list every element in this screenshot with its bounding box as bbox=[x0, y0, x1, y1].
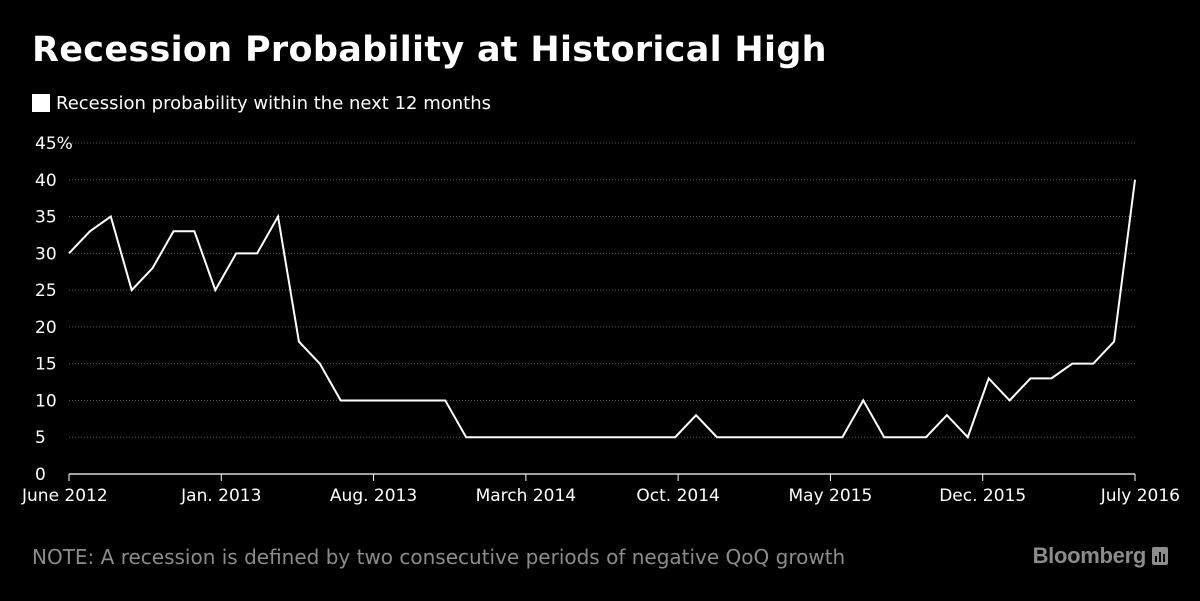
data-point bbox=[1113, 341, 1115, 343]
data-point bbox=[1050, 377, 1052, 379]
y-tick-label: 25 bbox=[35, 281, 57, 301]
data-point bbox=[653, 436, 655, 438]
data-point bbox=[904, 436, 906, 438]
data-point bbox=[1009, 399, 1011, 401]
y-tick-label: 15 bbox=[35, 355, 57, 375]
data-point bbox=[820, 436, 822, 438]
data-point bbox=[110, 216, 112, 218]
data-point bbox=[361, 399, 363, 401]
data-point bbox=[152, 267, 154, 269]
data-point bbox=[967, 436, 969, 438]
data-point bbox=[486, 436, 488, 438]
data-point bbox=[591, 436, 593, 438]
data-point bbox=[841, 436, 843, 438]
data-point bbox=[695, 414, 697, 416]
data-point bbox=[925, 436, 927, 438]
data-point bbox=[235, 252, 237, 254]
data-point bbox=[423, 399, 425, 401]
series-line-recession-probability bbox=[68, 179, 1136, 440]
y-tick-label: 35 bbox=[35, 208, 57, 228]
data-point bbox=[382, 399, 384, 401]
data-point bbox=[737, 436, 739, 438]
data-point bbox=[674, 436, 676, 438]
data-point bbox=[1092, 363, 1094, 365]
data-point bbox=[89, 230, 91, 232]
x-tick-label: Aug. 2013 bbox=[330, 486, 417, 506]
data-point bbox=[1071, 363, 1073, 365]
data-point bbox=[716, 436, 718, 438]
bar-chart-icon bbox=[1152, 547, 1168, 565]
x-tick-label: Jan. 2013 bbox=[180, 486, 261, 506]
legend-swatch bbox=[32, 94, 50, 112]
y-tick-label: 45% bbox=[35, 134, 73, 154]
data-point bbox=[779, 436, 781, 438]
gridlines bbox=[69, 142, 1135, 438]
x-axis bbox=[68, 473, 1136, 481]
data-point bbox=[465, 436, 467, 438]
x-tick-label: March 2014 bbox=[476, 486, 577, 506]
data-point bbox=[193, 230, 195, 232]
footnote: NOTE: A recession is defined by two cons… bbox=[32, 545, 846, 569]
series-layer bbox=[68, 179, 1136, 440]
data-point bbox=[277, 216, 279, 218]
y-tick-label: 5 bbox=[35, 428, 46, 448]
x-axis-labels: June 2012 Jan. 2013 Aug. 2013 March 2014 Oct… bbox=[21, 486, 1180, 506]
x-tick-label: May 2015 bbox=[789, 486, 873, 506]
data-point bbox=[988, 377, 990, 379]
data-point bbox=[214, 289, 216, 291]
data-point bbox=[1029, 377, 1031, 379]
data-point bbox=[611, 436, 613, 438]
brand-logo: Bloomberg bbox=[1033, 543, 1168, 569]
x-tick-label: July 2016 bbox=[1100, 486, 1180, 506]
data-point bbox=[758, 436, 760, 438]
data-point bbox=[800, 436, 802, 438]
data-point bbox=[883, 436, 885, 438]
data-point bbox=[319, 363, 321, 365]
data-point bbox=[946, 414, 948, 416]
data-point bbox=[632, 436, 634, 438]
data-point bbox=[256, 252, 258, 254]
data-point bbox=[131, 289, 133, 291]
data-point bbox=[528, 436, 530, 438]
data-point bbox=[570, 436, 572, 438]
y-tick-label: 0 bbox=[35, 465, 46, 485]
x-tick-label: Oct. 2014 bbox=[636, 486, 719, 506]
data-point bbox=[68, 252, 70, 254]
data-point bbox=[1134, 179, 1136, 181]
y-tick-label: 10 bbox=[35, 391, 57, 411]
chart-title: Recession Probability at Historical High bbox=[32, 30, 827, 70]
x-tick-label: June 2012 bbox=[21, 486, 108, 506]
legend: Recession probability within the next 12… bbox=[32, 91, 491, 115]
data-point bbox=[173, 230, 175, 232]
data-point bbox=[444, 399, 446, 401]
x-tick-label: Dec. 2015 bbox=[939, 486, 1026, 506]
data-point bbox=[402, 399, 404, 401]
y-tick-label: 30 bbox=[35, 244, 57, 264]
data-point bbox=[549, 436, 551, 438]
data-point bbox=[298, 341, 300, 343]
y-tick-label: 40 bbox=[35, 171, 57, 191]
y-tick-label: 20 bbox=[35, 318, 57, 338]
data-point bbox=[340, 399, 342, 401]
data-point bbox=[862, 399, 864, 401]
brand-name: Bloomberg bbox=[1032, 543, 1147, 568]
data-point bbox=[507, 436, 509, 438]
y-axis-labels: 0 5 10 15 20 25 30 35 40 45% bbox=[35, 134, 73, 485]
legend-label: Recession probability within the next 12… bbox=[56, 92, 492, 114]
